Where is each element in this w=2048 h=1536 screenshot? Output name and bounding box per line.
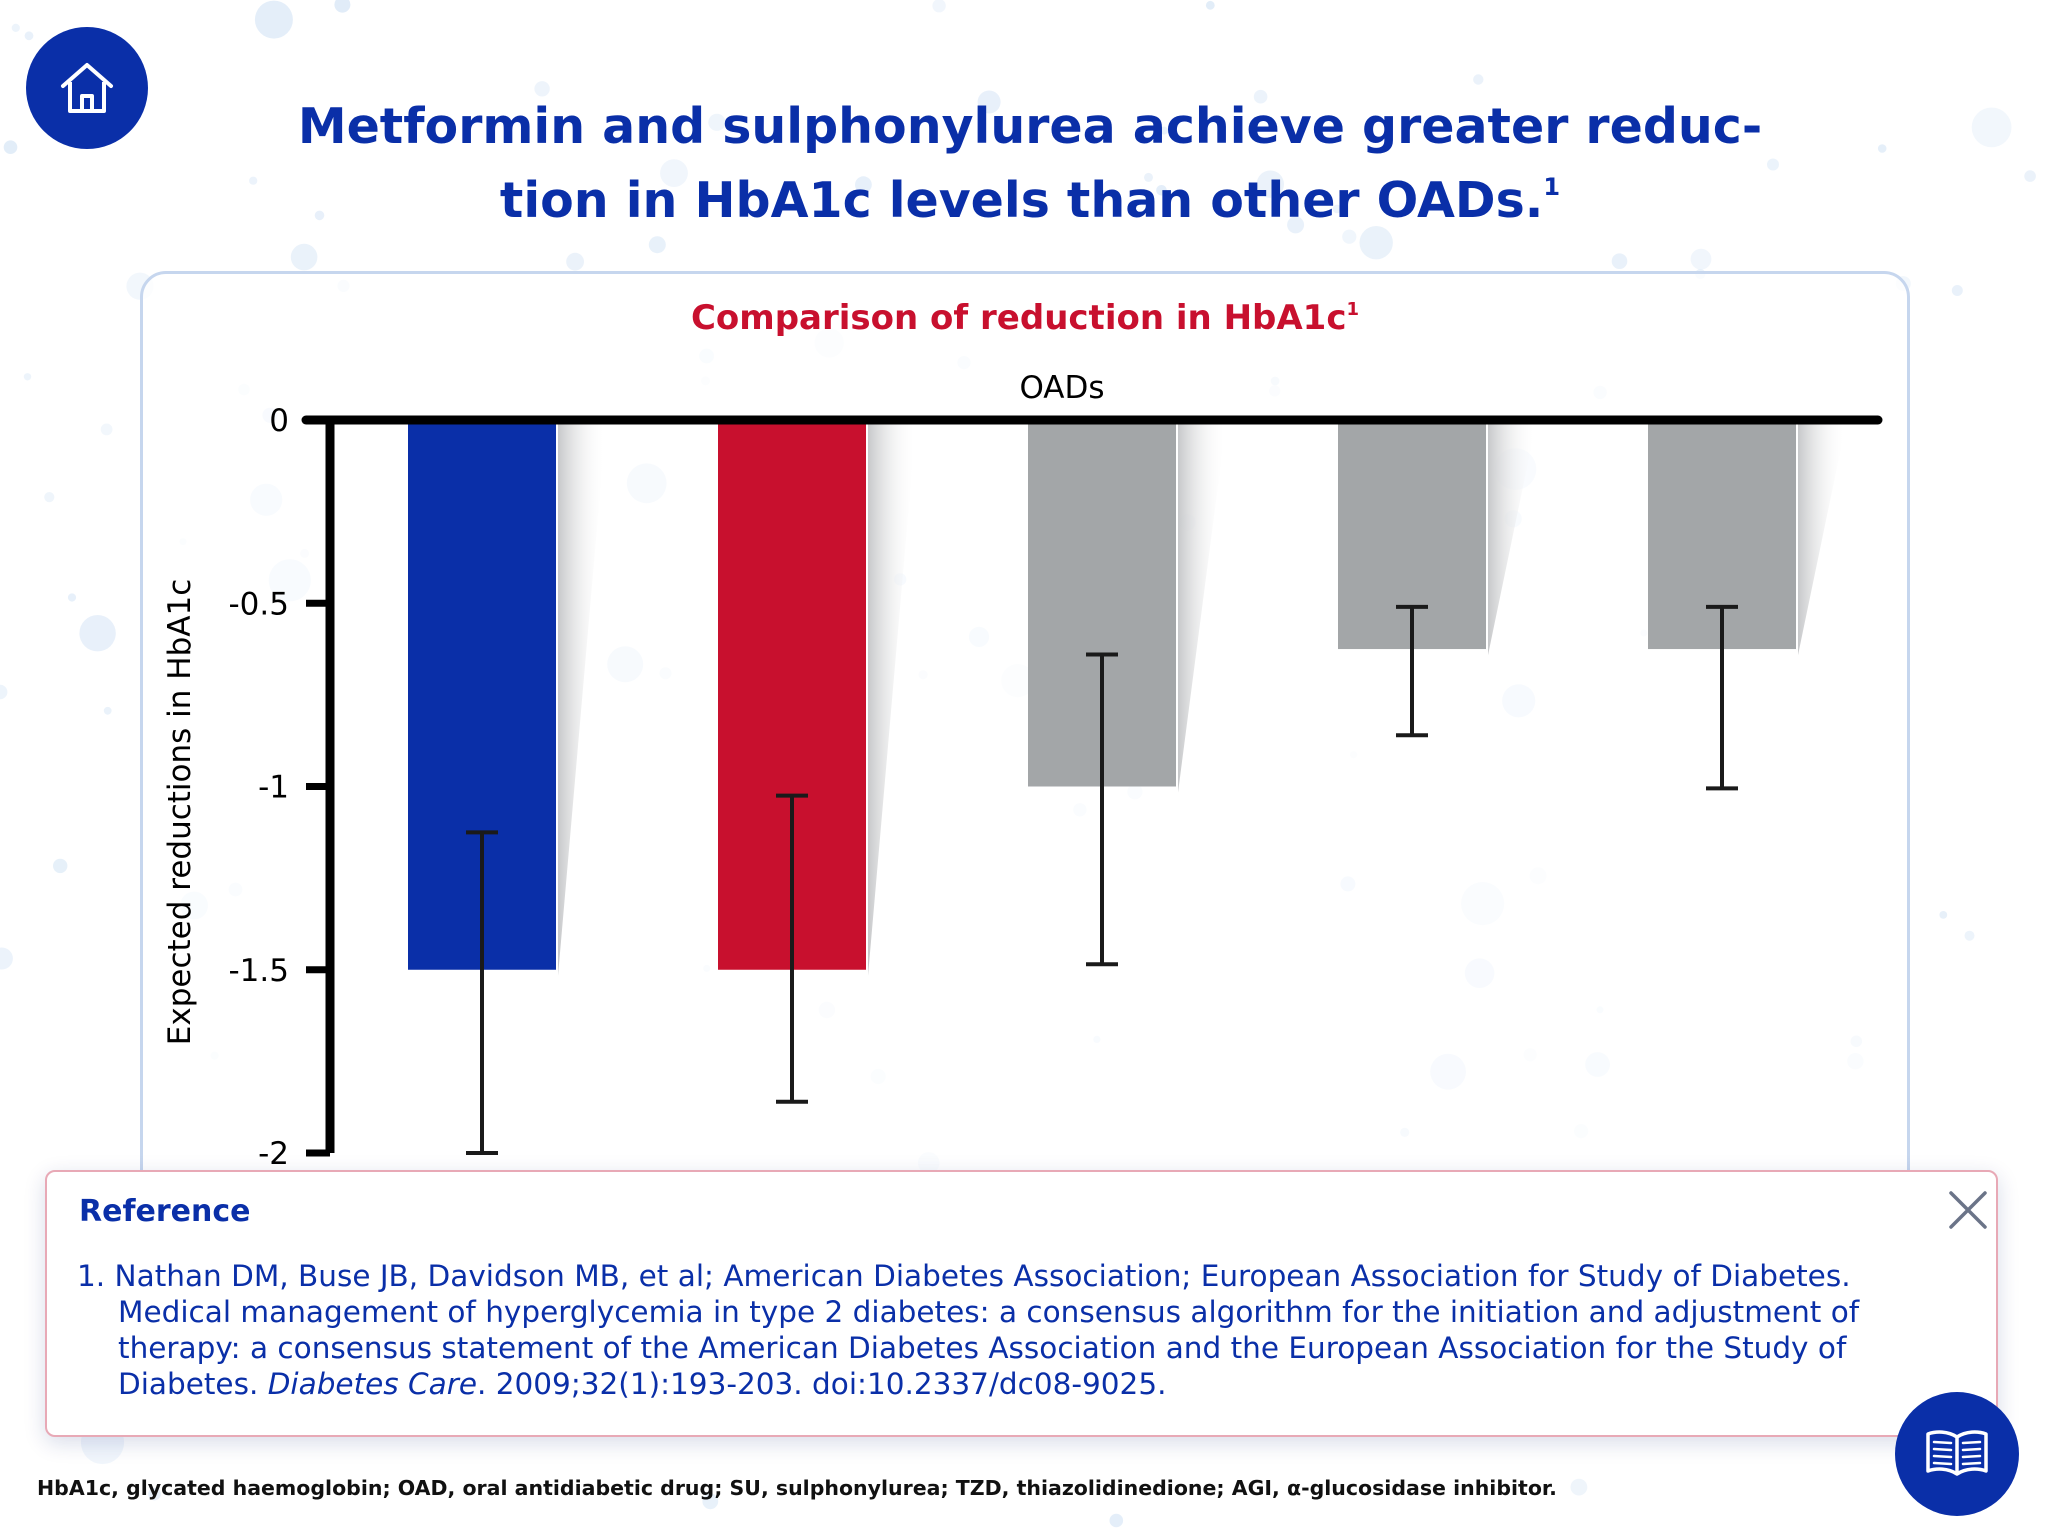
background-bubble [1109,1513,1124,1528]
y-tick-label: -2 [258,1136,289,1172]
background-bubble [1253,89,1268,104]
background-bubble [1332,204,1342,214]
background-bubble [1570,1478,1588,1496]
home-icon [61,63,113,113]
page-title-line-1: Metformin and sulphonylurea achieve grea… [297,98,1763,155]
abbreviations-footnote: HbA1c, glycated haemoglobin; OAD, oral a… [37,1476,1557,1500]
bar-shadow [868,424,916,976]
home-button[interactable] [26,27,148,149]
background-bubble [1611,253,1628,269]
x-axis-label: OADs [1019,370,1104,406]
chart-title-reference-marker[interactable]: 1 [1346,299,1360,320]
reference-text: Nathan DM, Buse JB, Davidson MB, et al; … [114,1259,1860,1401]
close-icon [1949,1191,1987,1229]
y-tick-label: -0.5 [229,586,290,622]
background-bubble [1205,0,1215,10]
background-bubble [1971,107,2012,148]
bar-shadow [1488,424,1536,656]
background-bubble [249,176,258,185]
reference-list: 1. Nathan DM, Buse JB, Davidson MB, et a… [77,1258,1967,1402]
bar-shadow [1178,424,1226,793]
background-bubble [1156,185,1167,196]
background-bubble [44,492,55,503]
background-bubble [1951,285,1963,296]
reference-item-1: 1. Nathan DM, Buse JB, Davidson MB, et a… [77,1258,1967,1402]
y-tick-label: -1 [258,770,289,806]
background-bubble [708,113,726,131]
reference-citation: . 2009;32(1):193-203. doi:10.2337/dc08-9… [477,1367,1167,1401]
reference-number: 1. [77,1259,106,1293]
page-title-line-2: tion in HbA1c levels than other OADs. [499,172,1544,229]
background-bubble [23,373,32,381]
background-bubble [1359,226,1393,260]
bar-shadow [558,424,606,976]
background-bubble [855,176,872,194]
background-bubble [79,615,116,652]
background-bubble [1287,216,1305,234]
background-bubble [1256,170,1285,198]
background-bubble [314,210,325,221]
reference-journal: Diabetes Care [267,1367,477,1401]
background-bubble [1144,172,1153,182]
background-bubble [1342,229,1357,244]
reference-close-button[interactable] [1946,1188,1990,1232]
reference-panel: Reference 1. Nathan DM, Buse JB, Davidso… [45,1170,1998,1437]
background-bubble [3,140,18,154]
background-bubble [53,858,68,874]
background-bubble [702,1493,719,1510]
background-bubble [11,23,20,32]
background-bubble [290,243,318,271]
background-bubble [1473,74,1484,85]
y-axis-label: Expected reductions in HbA1c [162,579,198,1045]
background-bubble [1877,144,1887,153]
background-bubble [100,423,113,436]
book-icon [1926,1430,1988,1476]
background-bubble [103,706,112,715]
y-tick-label: -1.5 [229,953,290,989]
background-bubble [0,684,8,700]
chart-title: Comparison of reduction in HbA1c1 [140,298,1910,338]
page-title: Metformin and sulphonylurea achieve grea… [230,96,1830,231]
background-bubble [334,0,351,13]
background-bubble [67,593,77,602]
background-bubble [1939,911,1948,919]
chart-title-text: Comparison of reduction in HbA1c [690,298,1347,338]
background-bubble [254,0,293,39]
background-bubble [0,947,13,970]
background-bubble [148,1487,161,1501]
background-bubble [648,236,666,254]
y-tick-label: 0 [269,403,289,439]
library-button[interactable] [1895,1392,2019,1516]
background-bubble [1964,930,1975,941]
reference-heading: Reference [79,1194,251,1229]
background-bubble [1690,248,1712,270]
bar-shadow [1798,424,1846,656]
background-bubble [932,0,946,13]
page-title-reference-marker[interactable]: 1 [1543,173,1561,201]
background-bubble [24,31,34,41]
background-bubble [1160,126,1169,135]
background-bubble [2024,170,2036,182]
background-bubble [566,252,584,271]
background-bubble [1767,158,1779,171]
background-bubble [977,90,1001,114]
background-bubble [660,159,688,188]
background-bubble [534,81,550,97]
